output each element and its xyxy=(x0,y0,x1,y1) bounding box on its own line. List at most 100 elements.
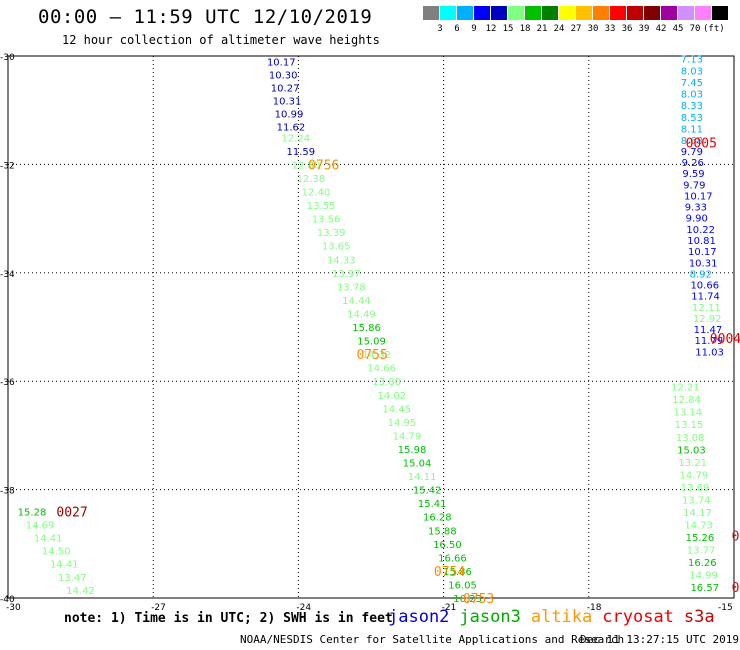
chart-subtitle: 12 hour collection of altimeter wave hei… xyxy=(62,33,380,47)
wave-height-label: 13.65 xyxy=(322,242,351,253)
x-tick-label: -30 xyxy=(6,603,21,613)
wave-height-label: 11.79 xyxy=(694,336,723,347)
wave-height-label: 16.26 xyxy=(688,558,717,569)
wave-height-label: 8.53 xyxy=(681,113,703,124)
wave-height-label: 15.04 xyxy=(403,459,432,470)
legend-entry: cryosat xyxy=(602,607,674,627)
wave-height-label: 14.17 xyxy=(683,508,712,519)
color-scale-label: 18 xyxy=(519,24,531,34)
wave-height-label: 10.17 xyxy=(684,191,713,202)
wave-height-label: 13.14 xyxy=(674,408,703,419)
wave-height-label: 9.33 xyxy=(685,203,707,214)
wave-height-label: 14.32 xyxy=(362,350,391,361)
wave-height-label: 13.97 xyxy=(332,269,361,280)
wave-height-label: 8.92 xyxy=(690,269,712,280)
wave-height-label: 11.74 xyxy=(691,292,720,303)
wave-height-label: 13.15 xyxy=(675,420,704,431)
color-scale-label: 12 xyxy=(485,24,497,34)
wave-height-label: 8.03 xyxy=(681,90,703,101)
wave-height-label: 8.03 xyxy=(681,66,703,77)
y-tick-label: -40 xyxy=(0,595,15,605)
wave-height-label: 7.13 xyxy=(681,55,703,66)
wave-height-label: 14.02 xyxy=(377,391,406,402)
wave-height-label: 14.11 xyxy=(408,472,437,483)
wave-height-label: 13.74 xyxy=(682,495,711,506)
wave-height-label: 12.92 xyxy=(693,314,722,325)
color-scale-label: 45 xyxy=(672,24,684,34)
y-tick-label: -34 xyxy=(0,270,15,280)
color-scale-label: 70 xyxy=(689,24,701,34)
color-scale-label: 15 xyxy=(502,24,514,34)
wave-height-label: 11.62 xyxy=(277,122,306,133)
wave-height-label: 14.95 xyxy=(388,418,417,429)
color-scale-label: 39 xyxy=(638,24,650,34)
x-tick-label: -27 xyxy=(151,603,166,613)
wave-height-label: 14.45 xyxy=(383,404,412,415)
wave-height-label: 9.90 xyxy=(686,214,708,225)
wave-height-label: 15.88 xyxy=(428,526,457,537)
wave-height-label: 11.59 xyxy=(287,147,316,158)
wave-height-label: 13.47 xyxy=(58,573,87,584)
color-scale-cell xyxy=(610,6,626,20)
wave-height-label: 10.17 xyxy=(267,57,296,68)
credit-line: NOAA/NESDIS Center for Satellite Applica… xyxy=(240,633,625,646)
wave-height-label: 15.28 xyxy=(18,507,47,518)
color-scale-cell xyxy=(423,6,439,20)
color-scale-cell xyxy=(661,6,677,20)
wave-height-label: 14.79 xyxy=(393,431,422,442)
y-tick-label: -30 xyxy=(0,53,15,63)
wave-height-label: 8.68 xyxy=(681,136,703,147)
wave-height-label: 12.38 xyxy=(297,174,326,185)
color-scale-cell xyxy=(474,6,490,20)
wave-height-label: 15.86 xyxy=(443,567,472,578)
pass-time-label: 0005 xyxy=(686,137,717,152)
wave-height-label: 10.31 xyxy=(273,96,302,107)
legend-entry: s3a xyxy=(683,607,715,627)
pass-time-label: 0 xyxy=(732,581,740,596)
wave-height-label: 11.03 xyxy=(695,347,724,358)
wave-height-label: 12.84 xyxy=(672,395,701,406)
wave-height-label: 15.98 xyxy=(398,445,427,456)
wave-height-label: 9.59 xyxy=(682,169,704,180)
wave-height-label: 14.79 xyxy=(680,470,709,481)
color-scale-label: 24 xyxy=(553,24,565,34)
wave-height-label: 14.33 xyxy=(327,255,356,266)
wave-height-label: 9.79 xyxy=(683,180,705,191)
wave-height-label: 9.26 xyxy=(682,158,704,169)
color-scale-cell xyxy=(457,6,473,20)
wave-height-label: 16.57 xyxy=(690,583,719,594)
wave-height-label: 8.33 xyxy=(681,101,703,112)
color-scale-cell xyxy=(559,6,575,20)
wave-height-label: 15.09 xyxy=(357,337,386,348)
footer-note: note: 1) Time is in UTC; 2) SWH is in fe… xyxy=(64,611,393,626)
wave-height-label: 14.50 xyxy=(42,547,71,558)
color-scale-cell xyxy=(695,6,711,20)
wave-height-label: 16.28 xyxy=(423,513,452,524)
wave-height-label: 14.73 xyxy=(684,520,713,531)
wave-height-label: 13.39 xyxy=(317,228,346,239)
color-scale-label: (ft) xyxy=(703,24,725,34)
legend-entry: jason3 xyxy=(459,607,521,627)
wave-height-label: 7.45 xyxy=(681,78,703,89)
pass-time-label: 0027 xyxy=(56,505,87,520)
wave-height-label: 14.69 xyxy=(26,520,55,531)
wave-height-label: 8.11 xyxy=(681,124,703,135)
color-scale-cell xyxy=(525,6,541,20)
color-scale-cell xyxy=(627,6,643,20)
pass-time-label: 0756 xyxy=(308,158,339,173)
x-tick-label: -18 xyxy=(587,603,602,613)
pass-time-label: 0755 xyxy=(356,348,387,363)
color-scale-label: 27 xyxy=(570,24,582,34)
x-tick-label: -21 xyxy=(442,603,457,613)
wave-height-label: 16.05 xyxy=(448,580,477,591)
wave-height-label: 13.78 xyxy=(337,282,366,293)
wave-height-label: 14.99 xyxy=(689,571,718,582)
color-scale-label: 3 xyxy=(437,24,443,34)
timestamp: Dec 11 13:27:15 UTC 2019 xyxy=(580,633,739,646)
wave-height-label: 15.41 xyxy=(418,499,447,510)
satellite-legend: jason2 jason3 altika cryosat s3a xyxy=(388,607,725,627)
color-scale-label: 6 xyxy=(454,24,460,34)
wave-height-label: 12.21 xyxy=(671,383,700,394)
wave-height-label: 13.55 xyxy=(307,201,336,212)
wave-height-label: 13.80 xyxy=(372,377,401,388)
